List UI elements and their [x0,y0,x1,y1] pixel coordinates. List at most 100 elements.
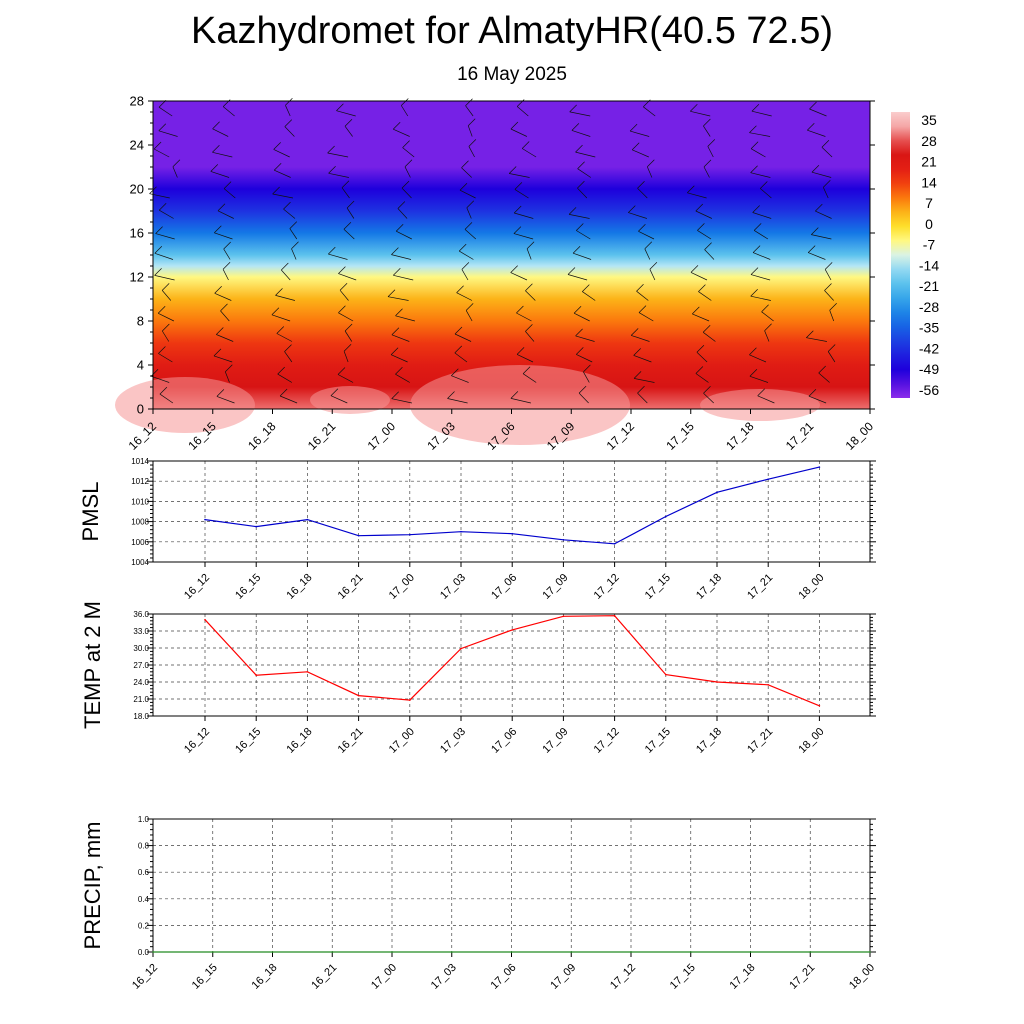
data-point [460,647,462,650]
colorbar-label: 0 [925,216,933,232]
data-point [613,543,616,545]
temperature-field [153,101,870,409]
data-point [255,525,257,528]
x-tick-label: 16_21 [336,726,366,756]
x-tick-label: 16_15 [233,726,263,756]
data-point [409,699,411,701]
y-tick-label: 0.0 [138,948,150,957]
y-tick-label: 33.0 [133,627,149,636]
data-point [562,539,565,541]
y-tick-label: 1008 [131,518,149,527]
data-point [204,618,206,621]
y-tick-label: 16 [130,226,144,241]
y-tick-label: 8 [137,314,144,329]
wind-barbs [149,98,837,404]
plot-frame [152,460,871,563]
x-tick-label: 18_00 [847,962,877,992]
x-tick-label: 17_15 [643,572,673,602]
data-point [767,684,769,686]
x-tick-label: 16_18 [284,572,314,602]
data-point [665,673,667,676]
y-tick-label: 1014 [131,457,149,466]
x-tick-label: 17_06 [489,726,519,756]
data-point [331,951,334,953]
data-point [716,491,718,494]
x-tick-label: 17_21 [787,962,817,992]
data-point [409,533,411,536]
x-tick-label: 16_12 [182,726,212,756]
y-tick-label: 36.0 [133,610,149,619]
x-tick-label: 17_12 [592,726,622,756]
data-point [204,518,206,521]
data-point [511,629,513,631]
x-tick-label: 17_09 [540,726,570,756]
y-tick-label: 24.0 [133,678,149,687]
x-tick-label: 16_18 [250,962,280,992]
data-point [271,951,274,953]
x-tick-label: 18_00 [796,726,826,756]
x-tick-label: 18_00 [796,572,826,602]
data-point [562,615,565,618]
x-tick-label: 18_00 [843,419,877,453]
colorbar-label: 7 [925,195,933,211]
y-axis-label: PRECIP, mm [80,822,105,950]
x-tick-label: 17_15 [643,726,673,756]
x-tick-label: 17_12 [608,962,638,992]
x-tick-label: 17_18 [723,419,757,453]
x-tick-label: 16_21 [309,962,339,992]
warm-pocket [310,386,390,414]
colorbar-gradient [891,112,910,398]
temp-panel: 18.0 21.0 24.0 27.0 30.0 33.0 36.0 16_12 16_15 16… [80,601,876,756]
y-tick-label: 1006 [131,538,149,547]
x-tick-label: 17_06 [489,572,519,602]
y-axis-label: PMSL [78,482,103,542]
colorbar-label: -35 [919,320,939,336]
y-tick-label: 1004 [131,558,149,567]
data-point [767,478,769,481]
colorbar-label: -49 [919,361,939,377]
data-point [255,674,257,676]
data-point [613,614,616,617]
x-tick-label: 17_15 [663,419,697,453]
chart-title: Kazhydromet for AlmatyHR(40.5 72.5) [190,10,834,52]
chart-subtitle: 16 May 2025 [457,64,567,85]
x-tick-label: 16_21 [305,419,339,453]
colorbar-label: -42 [919,340,939,356]
y-tick-label: 0.6 [138,868,150,877]
colorbar-label: -28 [919,299,939,315]
data-point [869,951,871,953]
data-point [357,534,360,537]
x-tick-label: 17_12 [592,572,622,602]
y-tick-label: 0 [137,402,144,417]
data-point [451,951,453,953]
x-tick-label: 16_18 [245,419,279,453]
precip-panel: 0.0 0.2 0.4 0.6 0.8 1.0 16_12 16_15 16_18 16_21 17… [80,815,877,992]
y-tick-label: 28 [130,94,144,109]
colorbar-label: 14 [921,174,937,190]
x-tick-label: 17_09 [548,962,578,992]
y-tick-label: 21.0 [133,695,149,704]
grid [153,614,870,716]
y-tick-label: 27.0 [133,661,149,670]
x-tick-label: 17_18 [694,726,724,756]
y-tick-label: 0.4 [138,895,150,904]
x-tick-label: 16_12 [130,962,160,992]
data-point [212,951,214,953]
colorbar-label: 28 [921,133,937,149]
warm-pocket [700,389,820,421]
data-point [306,671,309,673]
x-tick-label: 16_18 [284,726,314,756]
data-point [460,530,462,533]
data-point [510,951,513,953]
x-tick-label: 17_03 [438,572,468,602]
y-axis-label: TEMP at 2 M [80,601,105,729]
data-point [570,951,573,953]
data-point [716,681,718,683]
x-tick-label: 17_06 [489,962,519,992]
colorbar-label: 35 [921,112,937,128]
data-point [818,705,821,707]
warm-pocket [115,377,255,433]
data-point [749,951,752,953]
colorbar-label: -21 [919,278,939,294]
